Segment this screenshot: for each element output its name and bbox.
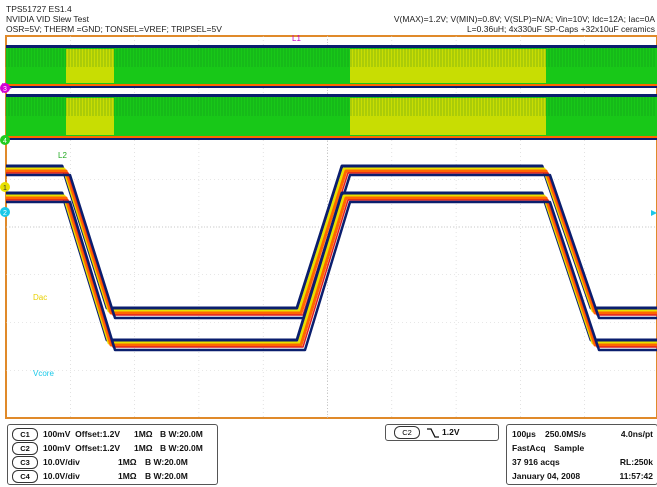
- ch4-marker[interactable]: 4: [0, 135, 10, 145]
- header-line-2: NVIDIA VID Slew Test: [6, 14, 89, 24]
- c2-button[interactable]: C2: [12, 442, 38, 455]
- c3-button[interactable]: C3: [12, 456, 38, 469]
- c4-impedance: 1MΩ: [118, 471, 137, 481]
- svg-text:4: 4: [3, 138, 7, 145]
- band-top-edge: [6, 94, 657, 97]
- svg-text:3: 3: [3, 86, 7, 93]
- ch2-marker[interactable]: 2: [0, 207, 10, 217]
- ch3-marker[interactable]: 3: [0, 83, 12, 93]
- band-fill: [6, 45, 657, 88]
- channel-row-c3[interactable]: C3 10.0V/div: [12, 456, 80, 469]
- channel-row-c1[interactable]: C1 100mV Offset:1.2V: [12, 428, 120, 441]
- c1-bandwidth: B W:20.0M: [160, 429, 203, 439]
- band-low-activity: [350, 98, 546, 135]
- trace-orange: [6, 169, 657, 315]
- c1-impedance: 1MΩ: [134, 429, 153, 439]
- cursor-l2-label: L2: [58, 151, 67, 160]
- acquisition-mode: FastAcq: [512, 443, 546, 453]
- svg-text:2: 2: [3, 210, 7, 217]
- ch1-marker[interactable]: 1: [0, 182, 10, 192]
- cursor-l1-label: L1: [292, 34, 301, 43]
- falling-edge-icon: [427, 428, 439, 438]
- band-low-activity: [66, 98, 114, 135]
- channel-settings-panel: C1 100mV Offset:1.2V C2 100mV Offset:1.2V …: [7, 424, 218, 485]
- dac-trace-label: Dac: [33, 293, 47, 302]
- header-right-2: L=0.36uH; 4x330uF SP-Caps +32x10uF ceram…: [466, 24, 655, 34]
- acquisition-count: 37 916 acqs: [512, 457, 560, 467]
- vcore-trace: [6, 191, 657, 352]
- channel-row-c4[interactable]: C4 10.0V/div: [12, 470, 80, 483]
- header-line-3: OSR=5V; THERM =GND; TONSEL=VREF; TRIPSEL…: [6, 24, 222, 34]
- c3-bandwidth: B W:20.0M: [145, 457, 188, 467]
- band-low-activity: [66, 49, 114, 83]
- header-right-1: V(MAX)=1.2V; V(MIN)=0.8V; V(SLP)=N/A; Vi…: [393, 14, 655, 24]
- band-orange-edge: [6, 136, 657, 138]
- c4-scale: 10.0V/div: [43, 471, 80, 481]
- record-length: RL:250k: [619, 457, 653, 467]
- header-line-1: TPS51727 ES1.4: [6, 4, 72, 14]
- c2-bandwidth: B W:20.0M: [160, 443, 203, 453]
- digital-bands: [5, 45, 657, 140]
- vcore-trace-label: Vcore: [33, 369, 54, 378]
- band-bottom-edge: [6, 138, 657, 140]
- c2-impedance: 1MΩ: [134, 443, 153, 453]
- band-top-edge: [6, 45, 657, 48]
- band-fill: [6, 94, 657, 140]
- timebase-panel: 100µs 250.0MS/s 4.0ns/pt FastAcq Sample …: [506, 424, 657, 485]
- channel-row-c2[interactable]: C2 100mV Offset:1.2V: [12, 442, 120, 455]
- svg-text:1: 1: [3, 185, 7, 192]
- capture-date: January 04, 2008: [512, 471, 581, 481]
- band-bottom-edge: [6, 86, 657, 88]
- c4-button[interactable]: C4: [12, 470, 38, 483]
- c4-bandwidth: B W:20.0M: [145, 471, 188, 481]
- ch4-band: [5, 94, 657, 140]
- analog-traces: [6, 164, 657, 352]
- c1-offset: Offset:1.2V: [75, 429, 121, 439]
- resolution: 4.0ns/pt: [620, 429, 653, 439]
- trigger-source-button[interactable]: C2: [394, 426, 420, 439]
- c1-scale: 100mV: [43, 429, 71, 439]
- c3-scale: 10.0V/div: [43, 457, 80, 467]
- c2-scale: 100mV: [43, 443, 71, 453]
- sample-rate: 250.0MS/s: [545, 429, 587, 439]
- dac-trace: [6, 164, 657, 320]
- sample-mode: Sample: [554, 443, 585, 453]
- c2-offset: Offset:1.2V: [75, 443, 121, 453]
- c3-impedance: 1MΩ: [118, 457, 137, 467]
- capture-time: 11:57:42: [619, 471, 653, 481]
- band-orange-edge: [6, 84, 657, 86]
- trigger-panel[interactable]: C2 1.2V: [385, 424, 499, 441]
- timebase-scale: 100µs: [512, 429, 536, 439]
- ch3-band: [5, 45, 657, 88]
- trace-navy-lower: [6, 200, 657, 352]
- trace-orange: [6, 196, 657, 347]
- band-low-activity: [350, 49, 546, 83]
- trigger-level-arrow: [651, 210, 657, 216]
- trigger-level: 1.2V: [442, 427, 460, 437]
- c1-button[interactable]: C1: [12, 428, 38, 441]
